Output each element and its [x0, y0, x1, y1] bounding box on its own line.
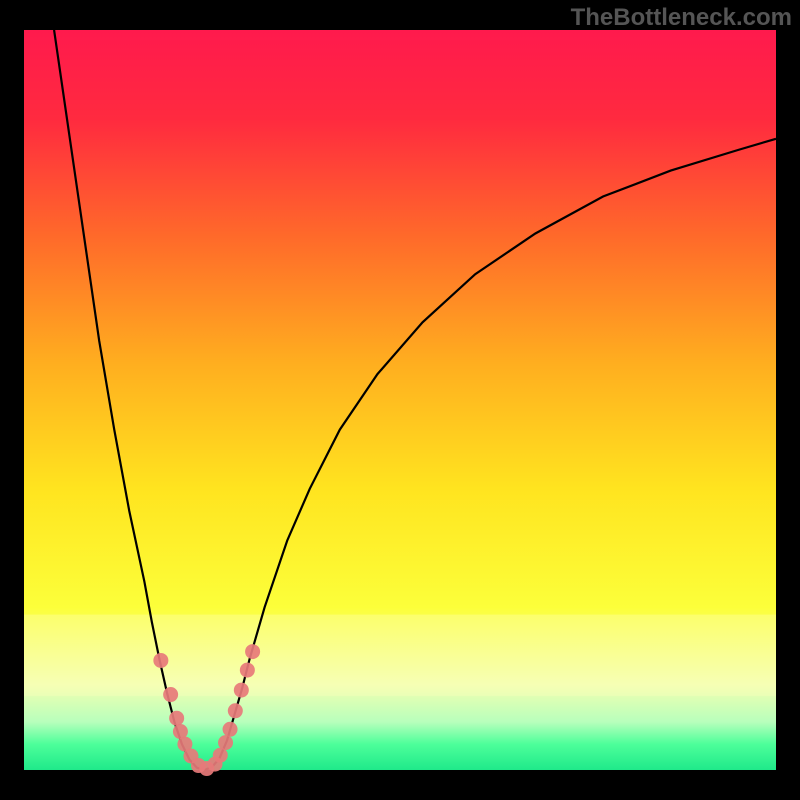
scatter-marker — [169, 711, 184, 726]
scatter-markers — [24, 30, 776, 770]
scatter-marker — [153, 653, 168, 668]
scatter-marker — [245, 644, 260, 659]
scatter-marker — [163, 687, 178, 702]
scatter-marker — [234, 683, 249, 698]
scatter-marker — [228, 703, 243, 718]
scatter-marker — [223, 722, 238, 737]
watermark-text: TheBottleneck.com — [571, 4, 792, 32]
watermark-label: TheBottleneck.com — [571, 4, 792, 31]
scatter-marker — [218, 735, 233, 750]
chart-frame — [24, 30, 776, 770]
scatter-marker — [240, 663, 255, 678]
canvas: TheBottleneck.com — [0, 0, 800, 800]
